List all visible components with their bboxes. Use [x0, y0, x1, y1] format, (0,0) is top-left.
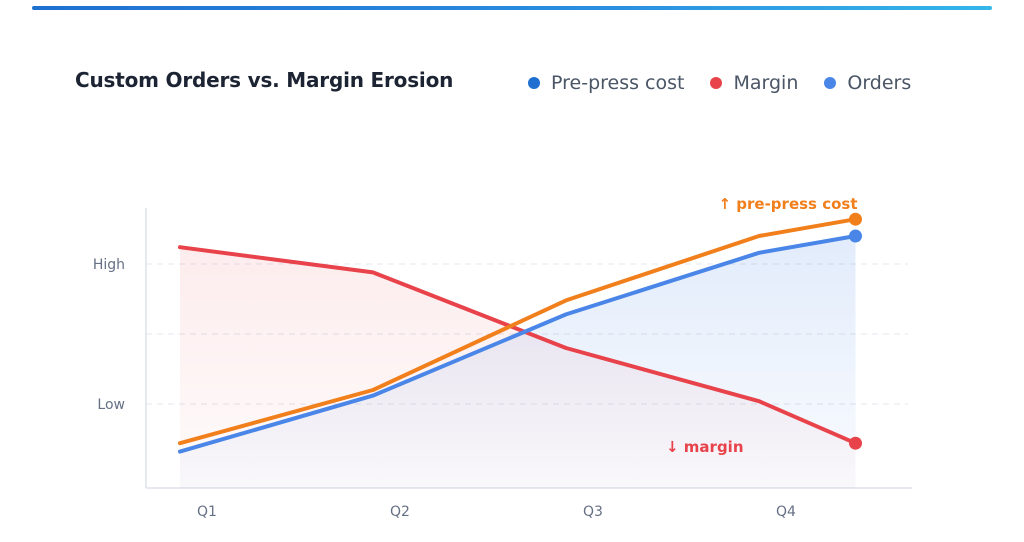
chart-title: Custom Orders vs. Margin Erosion: [75, 68, 454, 92]
series-line-prepress: [178, 217, 858, 446]
end-point-orders: [849, 229, 862, 243]
series-line-orders: [178, 234, 858, 454]
area-orders: [180, 236, 856, 488]
y-tick-label: Low: [97, 397, 125, 413]
legend-dot-icon: [824, 77, 837, 89]
legend-item-prepress[interactable]: Pre-press cost: [528, 72, 684, 94]
chart-legend: Pre-press cost Margin Orders: [528, 70, 911, 96]
legend-label: Orders: [847, 72, 912, 94]
series-line-margin: [178, 245, 858, 446]
legend-item-orders[interactable]: Orders: [824, 72, 911, 94]
legend-dot-icon: [710, 77, 723, 89]
accent-bar: [32, 6, 992, 10]
y-tick-label: High: [93, 257, 125, 273]
x-tick-label: Q1: [197, 504, 217, 520]
legend-item-margin[interactable]: Margin: [710, 72, 798, 94]
x-tick-label: Q2: [390, 504, 410, 520]
end-point-prepress: [849, 212, 862, 226]
legend-label: Margin: [733, 72, 799, 94]
legend-dot-icon: [528, 77, 540, 89]
x-tick-label: Q4: [776, 504, 796, 520]
annotation-margin: ↓ margin: [666, 438, 744, 456]
annotation-prepress: ↑ pre-press cost: [718, 195, 857, 213]
x-tick-label: Q3: [583, 504, 603, 520]
legend-label: Pre-press cost: [551, 72, 685, 94]
end-point-margin: [849, 436, 862, 450]
